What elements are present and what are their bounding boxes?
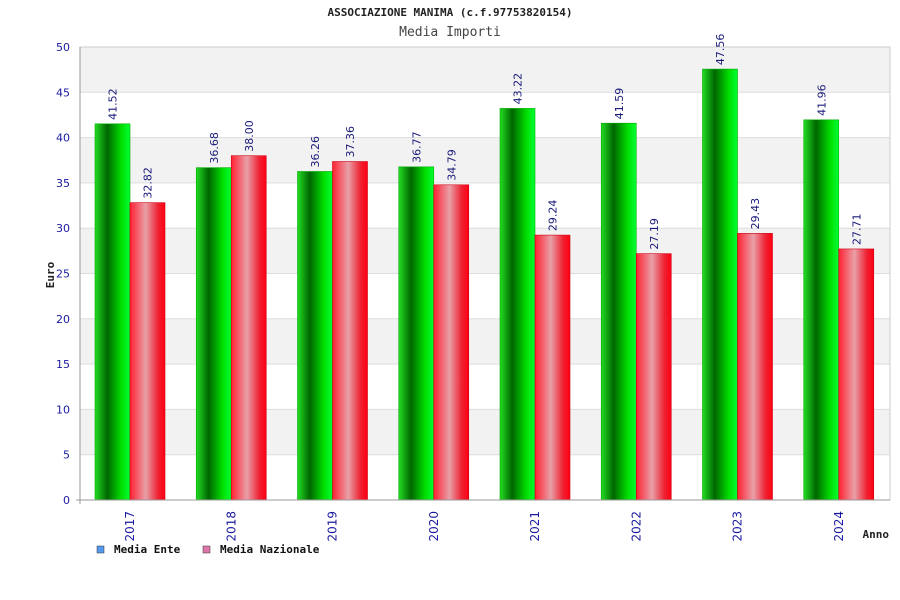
value-label: 34.79	[445, 149, 458, 181]
bar-media-ente-2019	[297, 171, 333, 501]
bar-media-ente-2023	[702, 68, 738, 501]
axes	[76, 46, 891, 504]
bar-media-ente-2024	[803, 119, 840, 501]
y-tick-label: 0	[63, 494, 70, 507]
x-tick-label: 2021	[528, 511, 542, 542]
chart-subtitle: Media Importi	[399, 25, 501, 40]
y-tick-label: 5	[63, 449, 70, 462]
x-tick-label: 2020	[427, 511, 441, 542]
value-label: 41.52	[107, 88, 120, 120]
value-label: 27.19	[648, 218, 661, 250]
value-label: 41.59	[613, 88, 626, 120]
value-label: 29.43	[749, 198, 762, 230]
value-label: 36.77	[410, 131, 423, 163]
bar-media-ente-2017	[94, 123, 131, 501]
bar-media-ente-2020	[398, 166, 435, 501]
legend-swatch-media-ente	[96, 545, 105, 554]
value-label: 43.22	[512, 73, 525, 105]
x-axis-title: Anno	[863, 528, 890, 541]
bar-media-ente-2018	[195, 167, 232, 501]
bar-media-nazionale-2024	[838, 248, 875, 501]
value-label: 47.56	[714, 34, 727, 66]
bar-media-ente-2021	[499, 108, 536, 501]
grid-band	[80, 47, 890, 93]
bar-media-ente-2022	[600, 122, 637, 501]
y-tick-label: 40	[56, 132, 70, 145]
y-tick-label: 50	[56, 41, 70, 54]
y-tick-label: 10	[56, 403, 70, 416]
bar-media-nazionale-2023	[737, 233, 773, 501]
value-label: 29.24	[547, 200, 560, 232]
y-tick-labels: 0 5 10 15 20 25 30 35 40 45 50	[56, 41, 70, 507]
bar-media-nazionale-2020	[433, 184, 470, 501]
bar-media-nazionale-2021	[534, 234, 571, 501]
x-tick-label: 2019	[326, 511, 340, 542]
x-tick-label: 2022	[629, 511, 643, 542]
y-axis-title: Euro	[44, 261, 57, 288]
legend-label-media-nazionale: Media Nazionale	[220, 543, 320, 556]
y-tick-label: 45	[56, 86, 70, 99]
legend-label-media-ente: Media Ente	[114, 543, 181, 556]
value-labels: 41.52 32.82 36.68 38.00 36.26 37.36 36.77 34.79…	[107, 34, 864, 250]
y-tick-label: 15	[56, 358, 70, 371]
y-tick-label: 35	[56, 177, 70, 190]
legend-swatch-media-nazionale	[202, 545, 211, 554]
x-tick-label: 2024	[832, 511, 846, 542]
legend: Media Ente Media Nazionale	[96, 543, 320, 556]
value-label: 36.26	[309, 136, 322, 168]
value-label: 27.71	[850, 213, 863, 245]
y-tick-label: 30	[56, 222, 70, 235]
bar-media-nazionale-2022	[635, 253, 672, 501]
x-tick-labels: 2017 2018 2019 2020 2021 2022 2023 2024	[123, 511, 846, 542]
y-tick-label: 20	[56, 313, 70, 326]
value-label: 36.68	[208, 132, 221, 164]
x-tick-label: 2023	[731, 511, 745, 542]
bar-media-nazionale-2019	[332, 161, 368, 501]
value-label: 38.00	[243, 120, 256, 152]
chart-title: ASSOCIAZIONE MANIMA (c.f.97753820154)	[327, 6, 573, 19]
bar-media-nazionale-2018	[230, 155, 267, 501]
value-label: 32.82	[142, 167, 155, 199]
bars	[94, 68, 875, 501]
bar-media-nazionale-2017	[129, 202, 166, 501]
value-label: 41.96	[815, 84, 828, 116]
y-tick-label: 25	[56, 268, 70, 281]
x-tick-label: 2018	[224, 511, 238, 542]
value-label: 37.36	[344, 126, 357, 158]
x-tick-label: 2017	[123, 511, 137, 542]
